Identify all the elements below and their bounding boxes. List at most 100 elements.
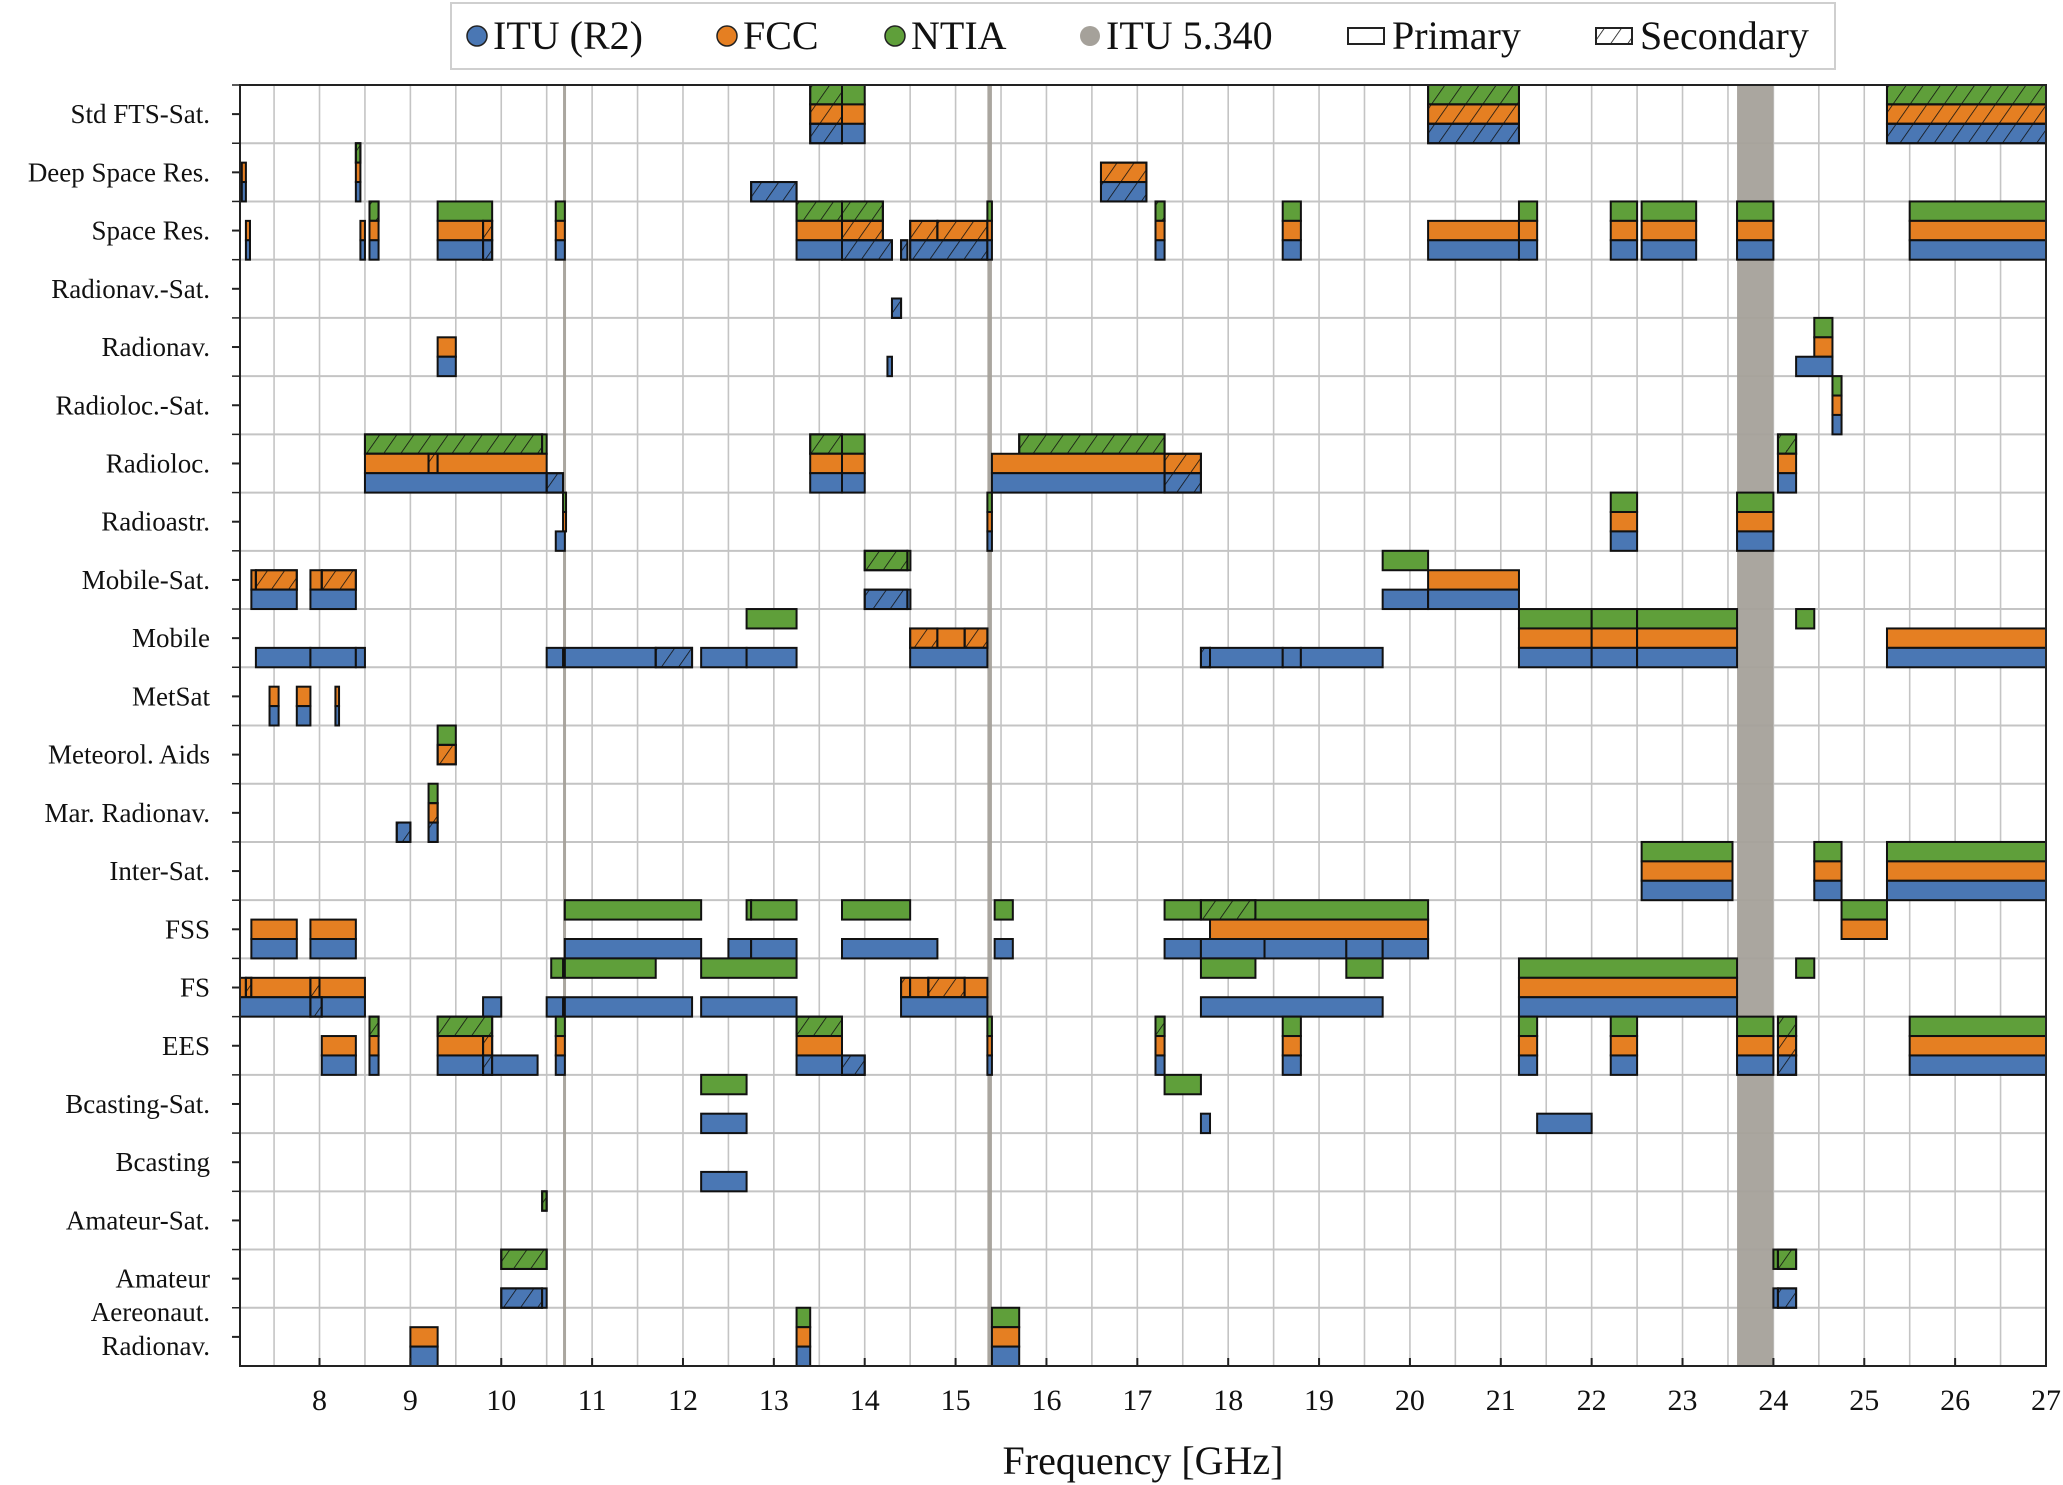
secondary-hatch xyxy=(500,1287,544,1309)
secondary-hatch xyxy=(795,1015,844,1038)
secondary-hatch xyxy=(750,181,798,203)
bar-itu-primary xyxy=(1281,239,1302,261)
secondary-hatch xyxy=(1776,1015,1798,1038)
secondary-hatch xyxy=(841,239,893,261)
bar-fcc-primary xyxy=(309,918,357,940)
secondary-hatch xyxy=(541,1190,548,1212)
bar-itu-primary xyxy=(354,181,362,203)
secondary-hatch xyxy=(936,219,989,242)
bar-itu-primary xyxy=(295,705,312,727)
bar-ntia-primary xyxy=(745,608,798,630)
bar-fcc-primary xyxy=(334,685,341,708)
legend-label: Secondary xyxy=(1640,13,1809,58)
bar-ntia-primary xyxy=(1281,200,1302,222)
bar-ntia-primary xyxy=(1795,608,1816,630)
bar-itu-primary xyxy=(886,355,893,378)
bar-itu-primary xyxy=(1908,239,2047,261)
bar-itu-primary xyxy=(1609,530,1639,552)
bar-fcc-primary xyxy=(436,219,485,242)
legend-label: NTIA xyxy=(911,13,1007,58)
bar-itu-primary xyxy=(309,646,357,669)
bar-itu-primary xyxy=(1640,239,1698,261)
x-tick-label: 12 xyxy=(668,1384,698,1417)
bar-ntia-primary xyxy=(1254,899,1430,921)
itu-5340-band xyxy=(1737,85,1774,1366)
secondary-hatch xyxy=(436,1015,494,1038)
bar-itu-primary xyxy=(541,1287,548,1309)
bar-ntia-primary xyxy=(563,899,703,921)
itu-5340-band xyxy=(987,85,992,1366)
x-tick-label: 19 xyxy=(1304,1384,1334,1417)
bar-ntia-primary xyxy=(1736,200,1775,222)
bar-itu-primary xyxy=(1776,472,1798,494)
secondary-hatch xyxy=(482,1035,494,1057)
bar-itu-primary xyxy=(986,1054,993,1076)
bar-ntia-primary xyxy=(563,957,657,979)
bar-itu-primary xyxy=(1163,938,1202,960)
bar-fcc-primary xyxy=(990,452,1166,475)
secondary-hatch xyxy=(1099,181,1148,203)
bar-ntia-primary xyxy=(1517,957,1739,979)
bar-ntia-primary xyxy=(990,1306,1021,1329)
bar-fcc-primary xyxy=(990,1326,1021,1348)
bar-fcc-primary xyxy=(268,685,280,708)
bar-ntia-primary xyxy=(1345,957,1384,979)
x-tick-label: 9 xyxy=(403,1384,418,1417)
bar-fcc-primary xyxy=(1281,1035,1302,1057)
bar-fcc-primary xyxy=(244,219,251,242)
bar-fcc-primary xyxy=(1281,219,1302,242)
bar-itu-primary xyxy=(1263,938,1348,960)
bar-fcc-primary xyxy=(1427,569,1520,591)
bar-itu-primary xyxy=(1381,588,1430,611)
bar-itu-primary xyxy=(250,938,298,960)
bar-itu-primary xyxy=(909,646,989,669)
secondary-hatch xyxy=(395,821,412,843)
bar-fcc-primary xyxy=(250,976,312,999)
bar-itu-primary xyxy=(1381,938,1430,960)
bar-fcc-primary xyxy=(1640,860,1734,882)
bar-itu-primary xyxy=(1199,996,1384,1018)
secondary-hatch xyxy=(809,433,844,455)
bar-itu-primary xyxy=(554,1054,566,1076)
bar-itu-primary xyxy=(745,646,798,669)
bar-ntia-primary xyxy=(550,957,565,979)
bar-itu-primary xyxy=(1885,646,2047,669)
bar-itu-primary xyxy=(1736,1054,1775,1076)
secondary-hatch xyxy=(809,84,844,106)
legend: ITU (R2) FCC NTIA ITU 5.340 Primary Secondary xyxy=(450,2,1836,70)
secondary-hatch xyxy=(841,1054,866,1076)
y-tick-label: Bcasting-Sat. xyxy=(65,1089,210,1119)
bar-fcc-primary xyxy=(986,219,993,242)
legend-marker-primary xyxy=(1347,27,1385,45)
y-tick-label: Amateur xyxy=(116,1264,210,1294)
bar-itu-primary xyxy=(700,1112,748,1135)
bar-itu-primary xyxy=(795,1054,844,1076)
x-tick-label: 18 xyxy=(1213,1384,1243,1417)
legend-marker-ntia xyxy=(884,25,906,47)
bar-itu-primary xyxy=(1281,646,1302,669)
secondary-hatch xyxy=(254,569,298,591)
y-tick-label: Mobile xyxy=(132,623,210,653)
bar-fcc-primary xyxy=(1736,219,1775,242)
bar-ntia-primary xyxy=(436,200,494,222)
bar-fcc-primary xyxy=(936,627,966,649)
secondary-hatch xyxy=(309,996,323,1018)
bar-itu-primary xyxy=(700,646,748,669)
bar-fcc-primary xyxy=(1517,219,1539,242)
bar-ntia-primary xyxy=(700,957,798,979)
secondary-hatch xyxy=(368,1015,380,1038)
secondary-hatch xyxy=(545,472,565,494)
bar-itu-primary xyxy=(795,1345,812,1368)
bar-itu-primary xyxy=(993,938,1014,960)
bar-ntia-primary xyxy=(795,1306,812,1329)
secondary-hatch xyxy=(841,219,884,242)
bar-fcc-primary xyxy=(1813,860,1843,882)
x-tick-label: 8 xyxy=(312,1384,327,1417)
bar-itu-primary xyxy=(906,588,912,611)
bar-ntia-primary xyxy=(1813,316,1834,339)
y-tick-label: Deep Space Res. xyxy=(28,157,210,187)
itu-5340-bands xyxy=(563,85,1774,1366)
bar-itu-primary xyxy=(309,588,357,611)
x-tick-label: 26 xyxy=(1940,1384,1970,1417)
bar-fcc-primary xyxy=(1154,1035,1166,1057)
